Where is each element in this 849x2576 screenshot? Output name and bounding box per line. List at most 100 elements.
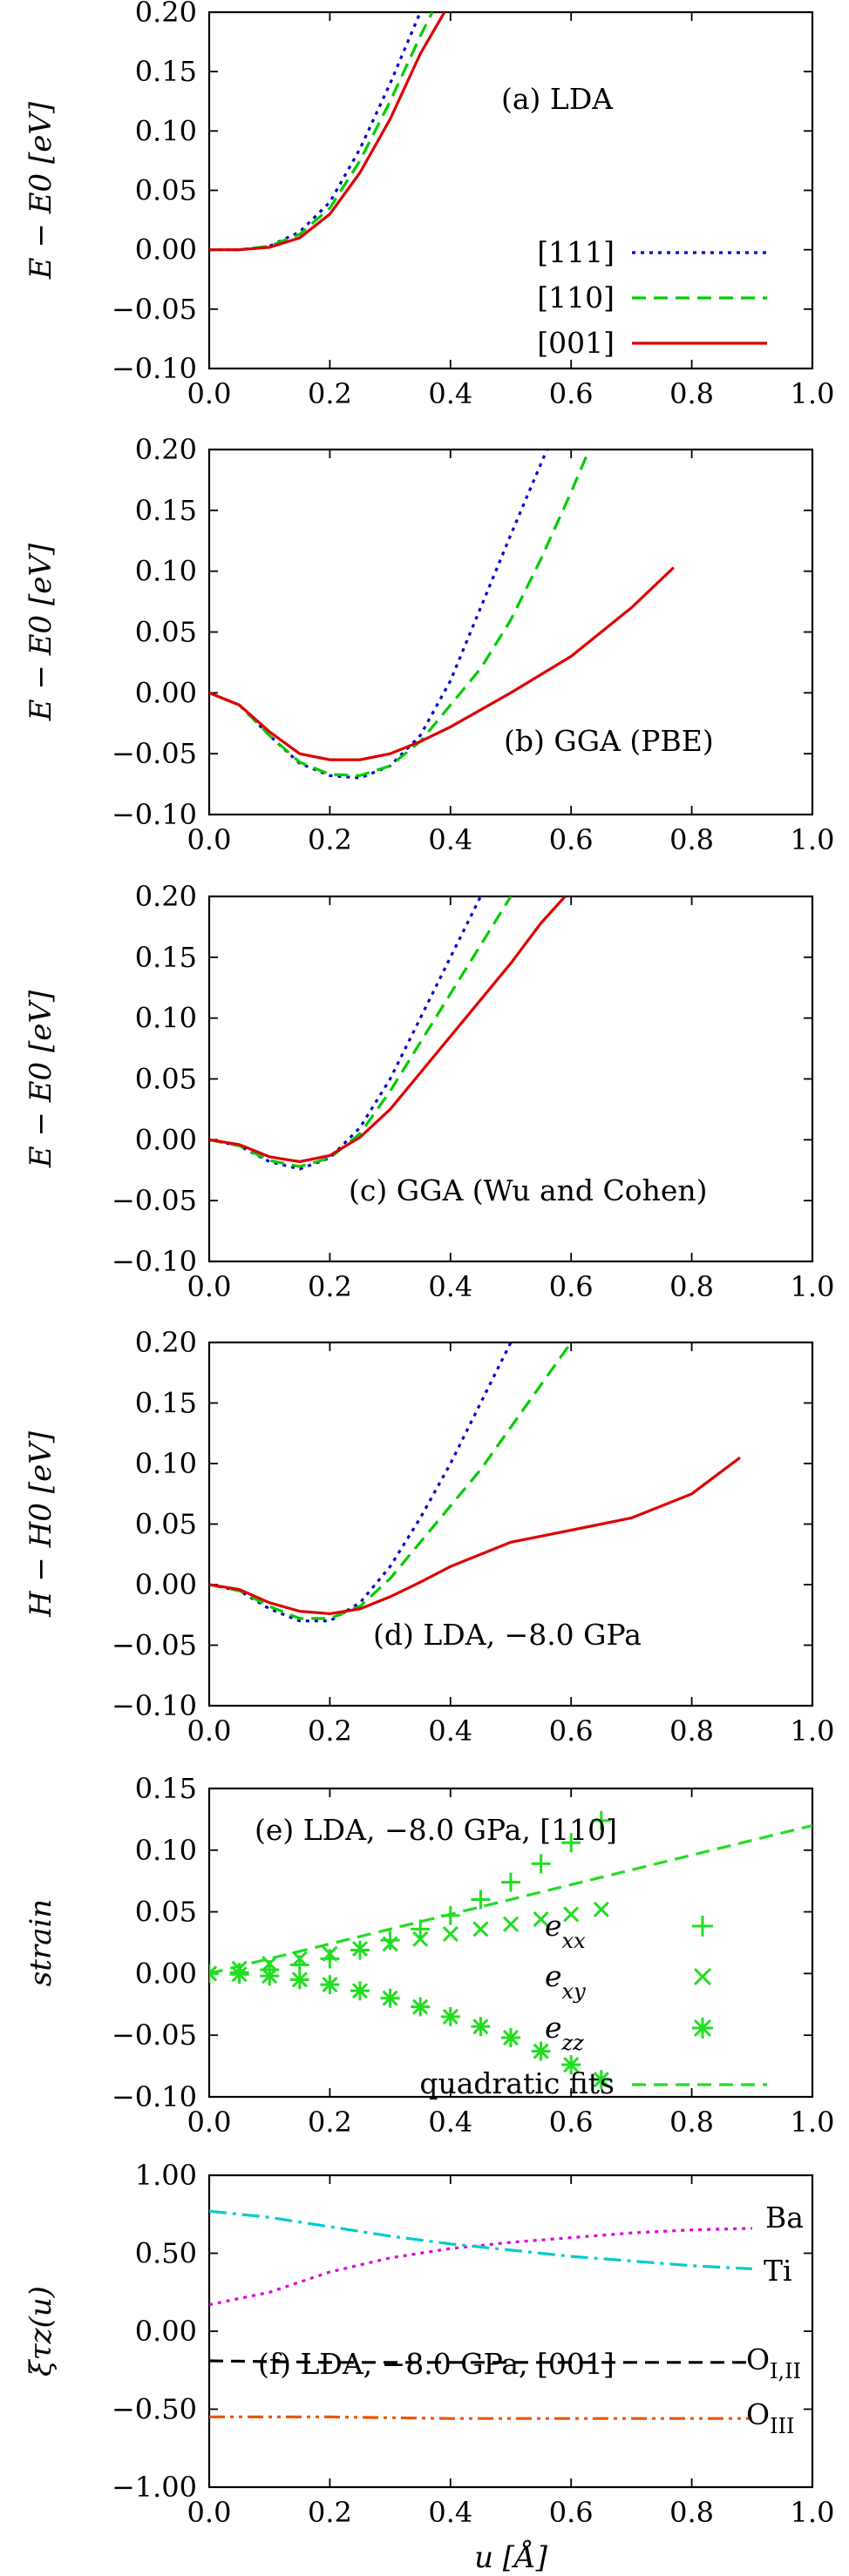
x-tick-label: 0.6 — [549, 377, 594, 410]
panel-5: 0.0 0.2 0.4 0.6 0.8 1.0 0.15 0.10 0.05 0.00 −0.05 −… — [24, 1772, 834, 2139]
marker-exy-3 — [291, 1951, 308, 1967]
y-tick-label: 0.05 — [135, 1063, 197, 1096]
marker-ezz-13 — [591, 2070, 611, 2090]
marker-ezz-7 — [411, 1997, 431, 2017]
panel-annotation: (a) LDA — [501, 82, 614, 116]
marker-exx-7 — [411, 1919, 431, 1939]
y-tick-label: 0.10 — [135, 114, 197, 147]
y-tick-label: 0.05 — [135, 1508, 197, 1541]
marker-exx-10 — [501, 1872, 520, 1892]
x-tick-label: 0.4 — [428, 2106, 472, 2139]
series-end-label: OIII — [746, 2397, 795, 2438]
x-tick-label: 0.0 — [187, 1714, 232, 1748]
legend-label: exy — [545, 1959, 586, 2004]
x-tick-label: 0.0 — [187, 377, 232, 410]
y-tick-label: 0.20 — [135, 880, 197, 913]
legend-label: [001] — [537, 326, 615, 360]
y-axis-label: strain — [24, 1899, 58, 1986]
series-line-2 — [209, 566, 675, 761]
marker-exy-8 — [442, 1926, 458, 1943]
y-tick-label: −0.10 — [112, 352, 197, 385]
x-tick-label: 1.0 — [791, 377, 835, 410]
x-tick-label: 1.0 — [791, 1270, 835, 1303]
marker-ezz-12 — [561, 2055, 581, 2075]
series-line-Ba — [209, 2227, 752, 2307]
y-tick-label: 0.00 — [135, 1568, 197, 1601]
series-line-0 — [209, 450, 548, 780]
x-tick-label: 0.4 — [428, 1270, 472, 1303]
y-tick-label: 0.10 — [135, 1834, 197, 1867]
x-tick-label: 0.2 — [308, 377, 352, 410]
series-end-label: Ba — [765, 2201, 804, 2235]
marker-ezz-8 — [440, 2006, 460, 2026]
x-tick-label: 0.6 — [549, 2106, 594, 2139]
legend-label: ezz — [545, 2011, 584, 2055]
series-line-2 — [209, 896, 567, 1164]
x-tick-label: 0.0 — [187, 2106, 232, 2139]
y-tick-label: −0.05 — [112, 737, 197, 770]
panel-2: 0.0 0.2 0.4 0.6 0.8 1.0 0.20 0.15 0.10 0.05 0.00 −0… — [24, 433, 834, 856]
panel-annotation: (c) GGA (Wu and Cohen) — [349, 1173, 708, 1207]
panel-1: 0.0 0.2 0.4 0.6 0.8 1.0 0.20 0.15 0.10 0.05 0.00 −0… — [24, 0, 834, 410]
x-tick-label: 0.4 — [428, 823, 472, 856]
x-tick-label: 0.4 — [428, 2496, 472, 2529]
marker-exy-4 — [322, 1945, 338, 1962]
x-tick-label: 0.8 — [669, 1714, 714, 1748]
x-tick-label: 0.8 — [669, 377, 714, 410]
marker-exy-7 — [412, 1930, 429, 1947]
marker-exx-9 — [471, 1890, 491, 1910]
y-tick-label: 0.00 — [135, 1957, 197, 1990]
x-tick-label: 0.8 — [669, 2106, 714, 2139]
series-line-[111] — [209, 12, 422, 252]
y-axis-label: H − H0 [eV] — [24, 1430, 58, 1618]
y-tick-label: −0.05 — [112, 1184, 197, 1217]
marker-ezz-2 — [260, 1966, 280, 1986]
series-line-1 — [209, 896, 513, 1168]
y-tick-label: 0.05 — [135, 174, 197, 207]
marker-exy-12 — [563, 1906, 580, 1923]
x-tick-label: 0.2 — [308, 2106, 352, 2139]
plot-frame — [207, 448, 814, 816]
marker-exy-6 — [382, 1936, 398, 1952]
series-line-quadratic fits — [209, 1823, 812, 1975]
legend-marker — [693, 1967, 712, 1986]
x-tick-label: 0.8 — [669, 823, 714, 856]
marker-exy-13 — [593, 1901, 609, 1917]
marker-ezz-0 — [209, 1964, 219, 1984]
legend-marker — [692, 1916, 713, 1937]
y-tick-label: 0.15 — [135, 1387, 197, 1420]
panel-annotation: (f) LDA, −8.0 GPa, [001] — [258, 2347, 615, 2381]
x-tick-label: 0.8 — [669, 1270, 714, 1303]
panel-3: 0.0 0.2 0.4 0.6 0.8 1.0 0.20 0.15 0.10 0.05 0.00 −0… — [24, 880, 834, 1303]
series-line-[110] — [209, 12, 434, 252]
series-line-2 — [209, 1456, 741, 1616]
series-line-0 — [209, 896, 482, 1171]
y-tick-label: 0.15 — [135, 1772, 197, 1805]
y-tick-label: −0.50 — [112, 2393, 197, 2426]
y-tick-label: 0.00 — [135, 2315, 197, 2348]
series-line-1 — [209, 1342, 573, 1620]
x-tick-label: 0.0 — [187, 1270, 232, 1303]
x-tick-label: 1.0 — [791, 2106, 835, 2139]
marker-exy-9 — [472, 1921, 489, 1937]
marker-ezz-9 — [471, 2017, 491, 2037]
y-tick-label: 0.10 — [135, 1447, 197, 1480]
marker-ezz-11 — [531, 2041, 551, 2061]
marker-exy-10 — [502, 1916, 520, 1932]
x-tick-label: 0.2 — [308, 1714, 352, 1748]
y-tick-label: 0.10 — [135, 555, 197, 588]
marker-ezz-6 — [380, 1988, 400, 2008]
x-tick-label: 0.6 — [549, 2496, 594, 2529]
legend-label: [111] — [537, 235, 615, 269]
y-tick-label: 0.15 — [135, 494, 197, 527]
panel-annotation: (d) LDA, −8.0 GPa — [373, 1618, 642, 1652]
y-tick-label: −0.05 — [112, 2018, 197, 2052]
series-line-Ti — [209, 2209, 752, 2270]
legend-label: [110] — [537, 281, 615, 314]
panel-annotation: (e) LDA, −8.0 GPa, [110] — [255, 1813, 617, 1847]
y-axis-label: E − E0 [eV] — [24, 101, 58, 280]
y-tick-label: 0.00 — [135, 1123, 197, 1156]
y-tick-label: 0.00 — [135, 233, 197, 267]
x-tick-label: 0.2 — [308, 2496, 352, 2529]
